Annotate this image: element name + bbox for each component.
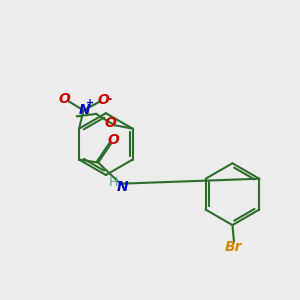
Text: Br: Br [225, 240, 243, 254]
Text: N: N [117, 180, 128, 194]
Text: H: H [109, 176, 119, 189]
Text: O: O [58, 92, 70, 106]
Text: O: O [107, 133, 119, 147]
Text: -: - [105, 91, 111, 106]
Text: O: O [104, 116, 116, 130]
Text: N: N [79, 103, 91, 117]
Text: +: + [86, 98, 94, 108]
Text: O: O [97, 93, 109, 107]
